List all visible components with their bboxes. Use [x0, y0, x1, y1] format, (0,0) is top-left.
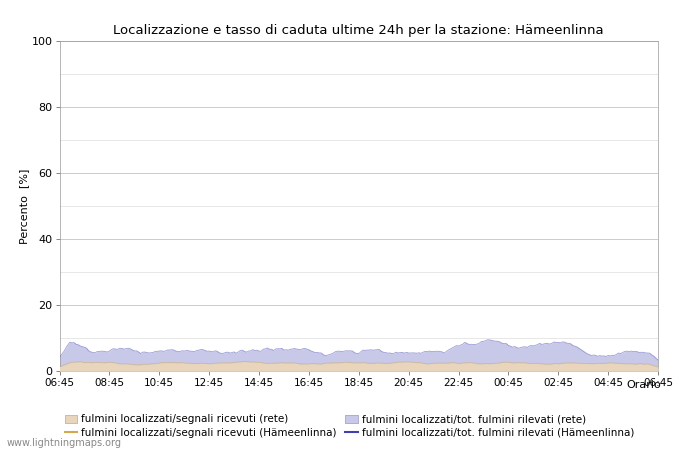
Title: Localizzazione e tasso di caduta ultime 24h per la stazione: Hämeenlinna: Localizzazione e tasso di caduta ultime … — [113, 23, 604, 36]
Legend: fulmini localizzati/segnali ricevuti (rete), fulmini localizzati/segnali ricevut: fulmini localizzati/segnali ricevuti (re… — [64, 414, 634, 437]
Text: www.lightningmaps.org: www.lightningmaps.org — [7, 438, 122, 448]
Text: Orario: Orario — [626, 380, 662, 390]
Y-axis label: Percento  [%]: Percento [%] — [19, 168, 29, 243]
